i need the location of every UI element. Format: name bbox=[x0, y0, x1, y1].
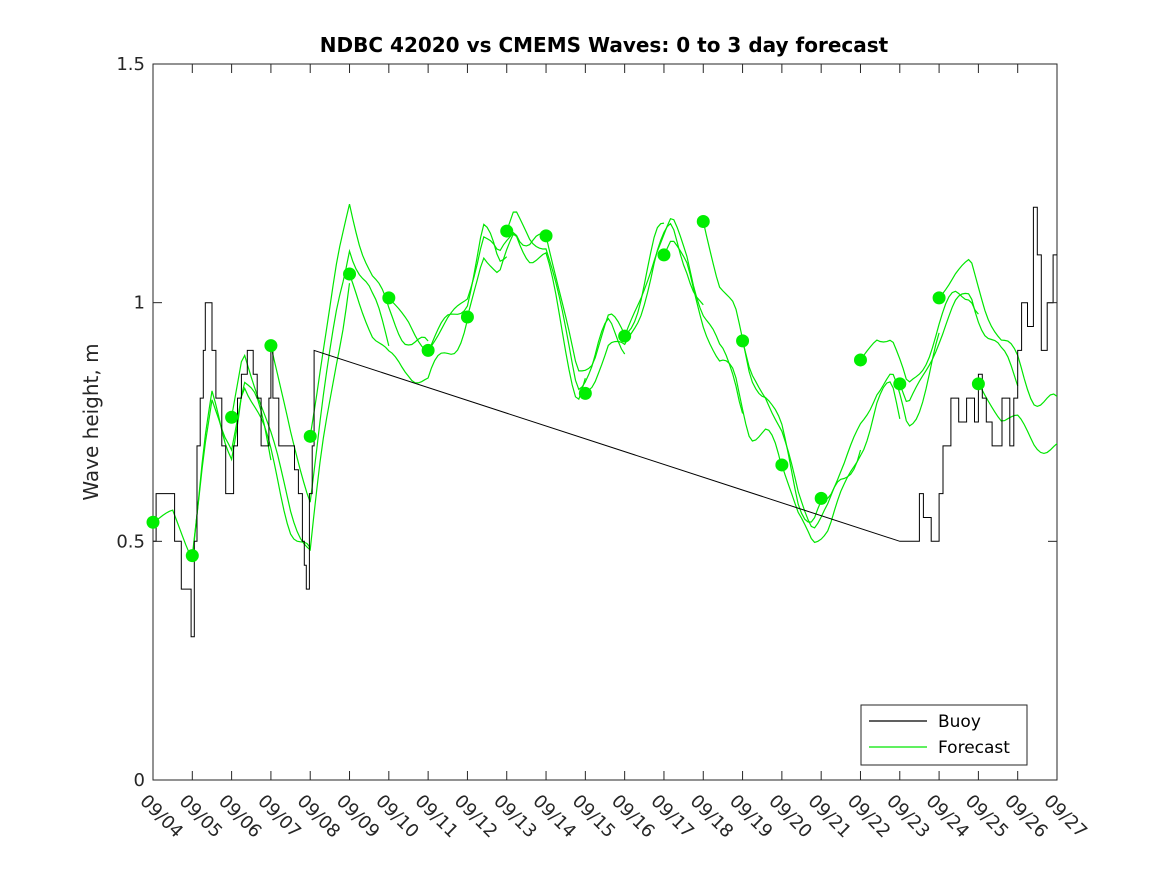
forecast-start-dot bbox=[343, 267, 357, 281]
forecast-start-dot bbox=[932, 291, 946, 305]
legend-box bbox=[860, 704, 1028, 766]
forecast-line bbox=[899, 292, 1019, 403]
forecast-line bbox=[231, 283, 351, 552]
forecast-start-dot bbox=[775, 458, 789, 472]
legend-buoy-label: Buoy bbox=[938, 712, 981, 732]
forecast-line bbox=[624, 217, 744, 414]
forecast-line bbox=[427, 231, 547, 351]
forecast-line bbox=[191, 386, 311, 556]
forecast-line bbox=[388, 223, 508, 354]
forecast-start-dot bbox=[971, 377, 985, 391]
forecast-start-dots bbox=[146, 215, 985, 563]
y-tick-label: 0.5 bbox=[116, 531, 145, 552]
forecast-line bbox=[466, 233, 586, 401]
forecast-line bbox=[545, 222, 665, 372]
forecast-line bbox=[270, 248, 390, 503]
forecast-start-dot bbox=[893, 377, 907, 391]
forecast-line bbox=[348, 273, 468, 384]
forecast-start-dot bbox=[185, 549, 199, 563]
legend: Buoy Forecast bbox=[860, 704, 1028, 766]
forecast-line bbox=[702, 221, 822, 523]
buoy-line bbox=[153, 206, 1057, 638]
forecast-line bbox=[977, 383, 1057, 455]
y-axis: 0 0.5 1 1.5 bbox=[116, 54, 1057, 791]
forecast-line bbox=[860, 290, 979, 383]
forecast-start-dot bbox=[539, 229, 553, 243]
forecast-start-dot bbox=[618, 329, 632, 343]
plot-area bbox=[152, 63, 1058, 781]
forecast-start-dot bbox=[382, 291, 396, 305]
forecast-start-dot bbox=[460, 310, 474, 324]
forecast-line bbox=[309, 203, 429, 437]
y-tick-label: 0 bbox=[134, 770, 145, 791]
forecast-line bbox=[663, 240, 783, 469]
forecast-start-dot bbox=[736, 334, 750, 348]
y-axis-label: Wave height, m bbox=[79, 343, 103, 500]
y-tick-label: 1 bbox=[134, 293, 145, 314]
plot-frame bbox=[152, 63, 1058, 781]
chart-title: NDBC 42020 vs CMEMS Waves: 0 to 3 day fo… bbox=[320, 33, 889, 57]
forecast-line bbox=[821, 332, 940, 500]
forecast-start-dot bbox=[578, 386, 592, 400]
forecast-start-dot bbox=[264, 339, 278, 353]
forecast-start-dot bbox=[500, 224, 514, 238]
legend-forecast-label: Forecast bbox=[938, 738, 1010, 758]
forecast-line bbox=[153, 381, 272, 562]
forecast-line bbox=[742, 340, 862, 529]
forecast-start-dot bbox=[146, 515, 160, 529]
y-tick-label: 1.5 bbox=[116, 54, 145, 75]
forecast-lines bbox=[153, 203, 1057, 562]
forecast-line bbox=[584, 222, 704, 394]
forecast-start-dot bbox=[657, 248, 671, 262]
forecast-line bbox=[938, 258, 1057, 408]
forecast-start-dot bbox=[696, 215, 710, 229]
forecast-start-dot bbox=[814, 491, 828, 505]
forecast-start-dot bbox=[303, 429, 317, 443]
forecast-start-dot bbox=[225, 410, 239, 424]
forecast-start-dot bbox=[853, 353, 867, 367]
forecast-start-dot bbox=[421, 343, 435, 357]
buoy-line-group bbox=[153, 206, 1057, 638]
forecast-line bbox=[781, 381, 901, 544]
